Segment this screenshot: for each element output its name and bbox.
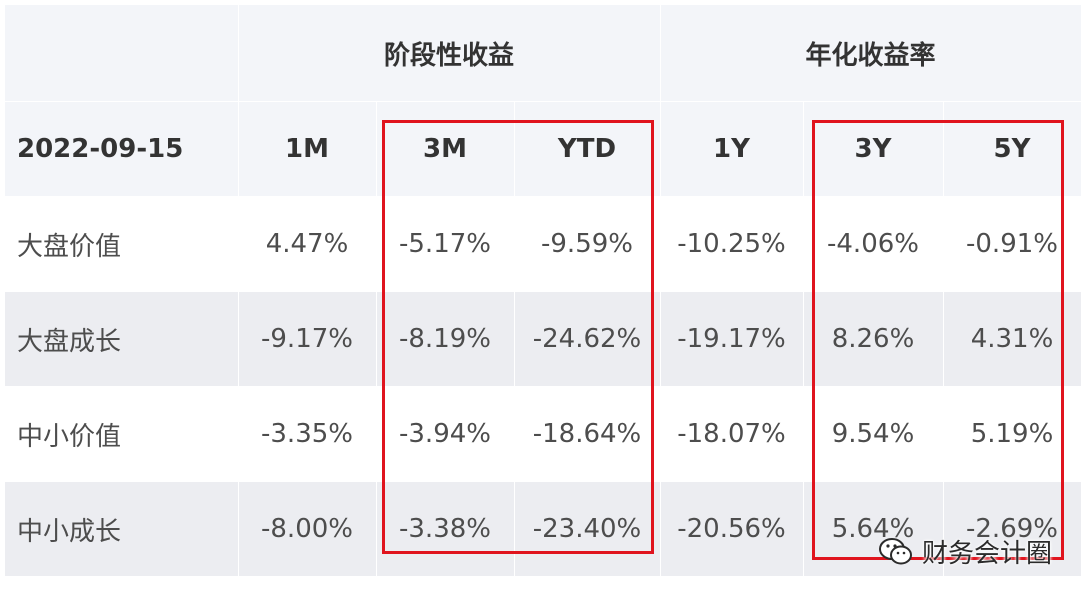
group-header-annualized-returns: 年化收益率 xyxy=(660,5,1082,102)
table-cell: -20.56% xyxy=(660,481,804,577)
table-cell: 9.54% xyxy=(803,386,944,482)
table-cell: -2.69% xyxy=(943,481,1082,577)
table-cell: 4.31% xyxy=(943,291,1082,387)
table-cell: -8.00% xyxy=(238,481,377,577)
table-cell: -4.06% xyxy=(803,196,944,292)
period-header-3m: 3M xyxy=(376,101,515,197)
returns-table-frame: 阶段性收益 年化收益率 2022-09-15 1M 3M YTD 1Y 3Y 5… xyxy=(5,5,1082,577)
group-header-row: 阶段性收益 年化收益率 xyxy=(5,5,1082,102)
table-cell: -3.38% xyxy=(376,481,515,577)
row-label: 大盘成长 xyxy=(5,291,239,387)
watermark: 财务会计圈 xyxy=(878,533,1052,570)
table-row: 大盘成长 -9.17% -8.19% -24.62% -19.17% 8.26%… xyxy=(5,291,1082,387)
table-cell: -10.25% xyxy=(660,196,804,292)
table-cell: 5.64% xyxy=(803,481,944,577)
table-cell: -9.59% xyxy=(514,196,661,292)
returns-table: 阶段性收益 年化收益率 2022-09-15 1M 3M YTD 1Y 3Y 5… xyxy=(5,5,1082,577)
row-label: 中小价值 xyxy=(5,386,239,482)
table-cell: -3.35% xyxy=(238,386,377,482)
table-cell: 5.19% xyxy=(943,386,1082,482)
table-cell: -24.62% xyxy=(514,291,661,387)
table-cell: -18.07% xyxy=(660,386,804,482)
table-cell: -8.19% xyxy=(376,291,515,387)
table-row: 大盘价值 4.47% -5.17% -9.59% -10.25% -4.06% … xyxy=(5,196,1082,292)
table-cell: -9.17% xyxy=(238,291,377,387)
table-row: 中小成长 -8.00% -3.38% -23.40% -20.56% 5.64%… xyxy=(5,481,1082,577)
period-header-1y: 1Y xyxy=(660,101,804,197)
row-label: 大盘价值 xyxy=(5,196,239,292)
table-cell: -18.64% xyxy=(514,386,661,482)
table-cell: -19.17% xyxy=(660,291,804,387)
table-cell: -3.94% xyxy=(376,386,515,482)
table-cell: -23.40% xyxy=(514,481,661,577)
date-header: 2022-09-15 xyxy=(5,101,239,197)
table-cell: 8.26% xyxy=(803,291,944,387)
row-label: 中小成长 xyxy=(5,481,239,577)
table-cell: 4.47% xyxy=(238,196,377,292)
table-cell: -0.91% xyxy=(943,196,1082,292)
period-header-row: 2022-09-15 1M 3M YTD 1Y 3Y 5Y xyxy=(5,101,1082,197)
wechat-icon xyxy=(878,537,912,564)
group-header-empty xyxy=(5,5,239,102)
group-header-period-returns: 阶段性收益 xyxy=(238,5,661,102)
period-header-ytd: YTD xyxy=(514,101,661,197)
period-header-5y: 5Y xyxy=(943,101,1082,197)
watermark-text: 财务会计圈 xyxy=(921,539,1052,569)
period-header-3y: 3Y xyxy=(803,101,944,197)
table-row: 中小价值 -3.35% -3.94% -18.64% -18.07% 9.54%… xyxy=(5,386,1082,482)
table-cell: -5.17% xyxy=(376,196,515,292)
period-header-1m: 1M xyxy=(238,101,377,197)
